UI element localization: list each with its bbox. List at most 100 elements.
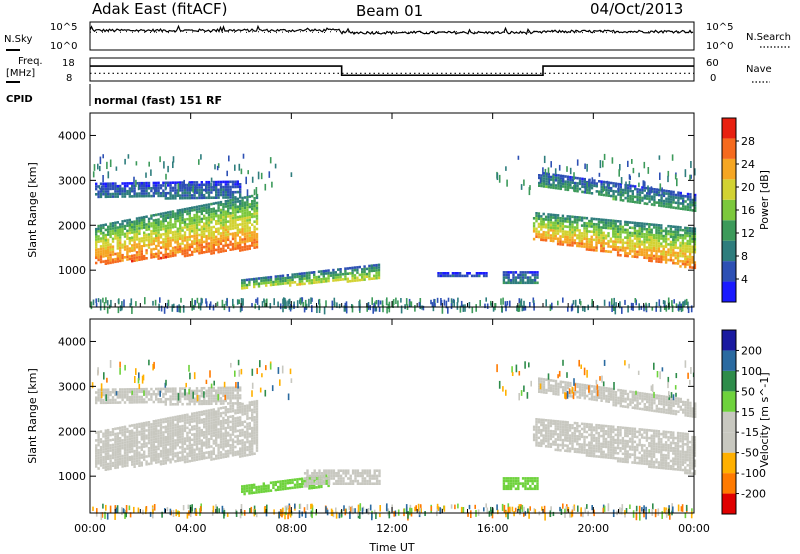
range-cell — [198, 215, 201, 219]
range-cell — [672, 248, 675, 252]
range-cell — [442, 274, 445, 278]
range-cell — [327, 269, 330, 272]
range-cell — [219, 414, 223, 418]
range-cell — [332, 469, 336, 472]
range-cell — [159, 184, 163, 187]
range-cell — [95, 452, 98, 455]
range-cell — [552, 237, 555, 240]
range-cell — [243, 404, 247, 408]
range-cell — [578, 218, 581, 222]
range-cell — [645, 228, 649, 231]
range-cell — [234, 450, 237, 454]
range-cell — [95, 396, 98, 399]
range-cell — [361, 273, 364, 276]
range-cell — [107, 259, 110, 262]
scatter-cell — [566, 166, 568, 172]
range-cell — [140, 252, 143, 256]
range-cell — [602, 231, 605, 235]
range-cell — [174, 233, 177, 236]
range-cell — [109, 393, 112, 397]
range-cell — [155, 234, 158, 237]
scatter-cell — [422, 305, 425, 311]
range-cell — [667, 205, 670, 209]
range-cell — [138, 216, 141, 220]
range-cell — [335, 472, 338, 475]
range-cell — [640, 227, 644, 231]
range-cell — [684, 250, 687, 253]
scatter-cell — [624, 299, 626, 305]
scatter-cell — [671, 300, 673, 307]
range-cell — [593, 181, 596, 185]
range-cell — [674, 251, 677, 255]
range-cell — [681, 260, 685, 263]
range-cell — [171, 392, 175, 396]
range-cell — [229, 428, 232, 431]
range-cell — [241, 248, 244, 252]
range-cell — [243, 420, 247, 423]
range-cell — [255, 219, 259, 223]
range-cell — [660, 242, 663, 245]
scatter-cell — [400, 298, 402, 303]
range-cell — [131, 231, 134, 234]
range-cell — [669, 240, 673, 244]
range-cell — [354, 472, 357, 475]
range-cell — [636, 253, 639, 256]
range-cell — [349, 266, 352, 270]
range-cell — [188, 253, 191, 257]
range-cell — [116, 432, 119, 435]
range-cell — [147, 449, 151, 453]
range-cell — [133, 462, 136, 466]
range-cell — [191, 183, 194, 187]
scatter-cell — [333, 297, 336, 306]
scatter-cell — [210, 182, 212, 187]
range-cell — [234, 234, 237, 238]
range-cell — [123, 182, 127, 185]
range-cell — [556, 224, 560, 228]
range-cell — [200, 449, 203, 453]
range-cell — [246, 433, 249, 436]
range-cell — [568, 220, 572, 224]
range-cell — [167, 224, 170, 227]
range-cell — [150, 430, 153, 434]
range-cell — [200, 387, 203, 390]
range-cell — [123, 401, 127, 404]
range-cell — [231, 391, 235, 395]
range-cell — [198, 439, 201, 443]
range-cell — [650, 246, 653, 250]
range-cell — [157, 429, 160, 433]
range-cell — [566, 217, 569, 221]
range-cell — [662, 204, 666, 208]
range-cell — [236, 391, 239, 395]
range-cell — [95, 446, 98, 450]
range-cell — [535, 227, 538, 231]
scatter-cell — [351, 304, 354, 313]
range-cell — [138, 237, 141, 241]
range-cell — [222, 244, 225, 248]
range-cell — [111, 184, 115, 188]
range-cell — [200, 228, 203, 231]
range-cell — [107, 436, 110, 440]
range-cell — [296, 272, 299, 276]
range-cell — [349, 482, 352, 485]
range-cell — [164, 229, 167, 233]
range-cell — [607, 181, 610, 184]
range-cell — [200, 196, 203, 200]
range-cell — [162, 420, 165, 424]
range-cell — [609, 221, 613, 225]
range-cell — [109, 433, 112, 437]
scatter-cell — [690, 161, 692, 168]
range-cell — [616, 251, 620, 254]
range-cell — [138, 395, 141, 399]
range-cell — [375, 263, 378, 267]
range-cell — [239, 210, 242, 213]
scatter-cell — [299, 298, 302, 306]
range-cell — [655, 228, 658, 232]
range-cell — [155, 445, 158, 449]
y-tick-label: 2000 — [58, 219, 86, 232]
range-cell — [614, 182, 618, 185]
range-cell — [121, 243, 124, 247]
range-cell — [174, 225, 177, 228]
scatter-cell — [462, 304, 465, 312]
range-cell — [660, 232, 663, 235]
scatter-cell — [505, 304, 507, 312]
